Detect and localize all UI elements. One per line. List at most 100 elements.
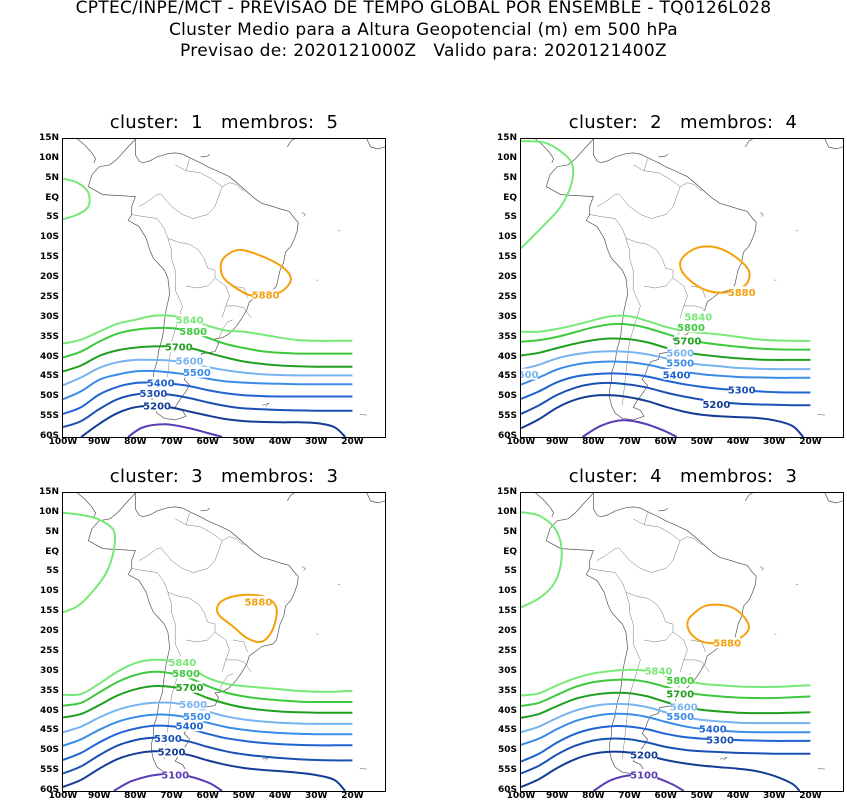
contour-label-bg — [521, 368, 538, 380]
contour-5500 — [521, 712, 811, 746]
contour-5300 — [521, 381, 811, 415]
lon-tick-label: 100W — [506, 437, 536, 447]
country-border — [138, 193, 161, 207]
country-border — [683, 659, 710, 672]
lat-tick-label: 15N — [496, 487, 517, 497]
lon-tick-label: 100W — [48, 791, 78, 801]
country-border — [596, 547, 619, 561]
lat-tick-label: 60S — [497, 431, 517, 441]
coast-line — [200, 153, 210, 158]
country-border — [625, 592, 674, 643]
coast-line — [535, 139, 554, 163]
coast-line — [545, 139, 757, 421]
lat-tick-label: EQ — [45, 192, 59, 203]
contour-5880-closed — [219, 248, 292, 298]
contour-label-bg — [176, 681, 203, 693]
lon-tick-label: 40W — [268, 791, 292, 801]
lat-tick-label: 30S — [497, 311, 517, 322]
contour-5880-closed — [679, 245, 751, 294]
contour-5840-north — [521, 511, 563, 609]
lon-tick-label: 60W — [654, 437, 677, 447]
contour-label-bg — [147, 377, 174, 388]
contour-label-5400: 5400 — [699, 725, 727, 736]
contour-label-bg — [245, 595, 272, 607]
contour-label-5500: 5500 — [666, 712, 694, 723]
lat-tick-label: 55S — [497, 765, 517, 776]
country-border — [589, 214, 641, 406]
contour-5700 — [521, 691, 811, 719]
lon-tick-label: 70W — [160, 437, 183, 447]
contour-label-bg — [173, 667, 199, 679]
map-frame: 5880584058005700560055005400530052005600 — [520, 138, 844, 438]
lat-tick-label: 50S — [39, 391, 59, 402]
country-border — [680, 536, 703, 545]
lon-tick-label: 60W — [196, 437, 219, 447]
lon-tick-label: 30W — [763, 791, 786, 801]
lat-tick-label: 15S — [39, 252, 59, 263]
coast-line — [745, 139, 753, 148]
lat-tick-label: 10S — [497, 586, 517, 597]
contour-label-5800: 5800 — [172, 669, 200, 680]
coast-line — [535, 493, 554, 517]
lon-tick-label: 50W — [232, 791, 256, 801]
contour-5300 — [63, 392, 353, 429]
contour-5400 — [63, 381, 353, 415]
coast-line — [287, 139, 295, 148]
island — [759, 212, 764, 217]
lat-tick-label: 5N — [503, 526, 517, 537]
contour-label-bg — [154, 732, 181, 744]
lat-tick-label: 50S — [497, 745, 517, 756]
island — [817, 768, 825, 770]
lon-tick-label: 50W — [232, 437, 256, 447]
country-border — [131, 214, 183, 406]
contour-label-bg — [162, 769, 189, 781]
lat-tick-label: 30S — [497, 665, 517, 676]
lat-tick-label: 5S — [504, 566, 517, 577]
contour-label-5600: 5600 — [176, 357, 204, 368]
contour-label-bg — [180, 698, 207, 710]
contour-label-5880: 5880 — [728, 288, 756, 299]
lon-tick-label: 50W — [690, 791, 714, 801]
country-border — [167, 238, 216, 289]
lat-tick-label: 35S — [497, 685, 517, 696]
lat-tick-label: EQ — [503, 192, 517, 203]
lat-tick-label: 20S — [39, 272, 59, 283]
lat-tick-label: 40S — [497, 705, 517, 716]
contour-label-bg — [663, 369, 690, 380]
country-border — [690, 285, 706, 298]
lon-tick-label: 70W — [618, 791, 641, 801]
contour-5840 — [63, 658, 353, 697]
contour-label-5600: 5600 — [670, 702, 698, 713]
contour-label-bg — [144, 400, 171, 411]
coast-line — [287, 493, 295, 502]
contour-label-5700: 5700 — [666, 690, 694, 701]
contour-label-bg — [158, 746, 185, 758]
lat-tick-label: 45S — [39, 725, 59, 736]
contour-label-5200: 5200 — [143, 402, 171, 413]
lat-tick-label: 35S — [39, 685, 59, 696]
country-border — [618, 164, 681, 219]
lat-tick-label: 15N — [38, 133, 59, 143]
country-border — [167, 592, 216, 643]
lat-tick-label: 5S — [46, 566, 59, 577]
contour-label-5700: 5700 — [176, 683, 204, 694]
contour-5500 — [63, 713, 353, 747]
contour-label-5300: 5300 — [706, 736, 734, 747]
lat-tick-label: 5S — [504, 212, 517, 223]
lat-tick-label: 60S — [497, 785, 517, 795]
contour-label-5400: 5400 — [176, 722, 204, 733]
coast-line — [545, 493, 757, 775]
island — [359, 768, 367, 770]
lat-tick-label: 45S — [39, 371, 59, 382]
contour-label-bg — [703, 398, 730, 410]
lon-tick-label: 50W — [690, 437, 714, 447]
contour-5840 — [521, 314, 811, 342]
contour-5200 — [63, 750, 346, 791]
lat-tick-label: 40S — [39, 351, 59, 362]
lon-tick-label: 80W — [124, 437, 147, 447]
lon-tick-label: 40W — [726, 437, 750, 447]
lat-tick-label: EQ — [45, 546, 59, 557]
country-border — [618, 518, 681, 573]
contour-label-bg — [176, 355, 203, 367]
contour-label-bg — [699, 723, 726, 734]
